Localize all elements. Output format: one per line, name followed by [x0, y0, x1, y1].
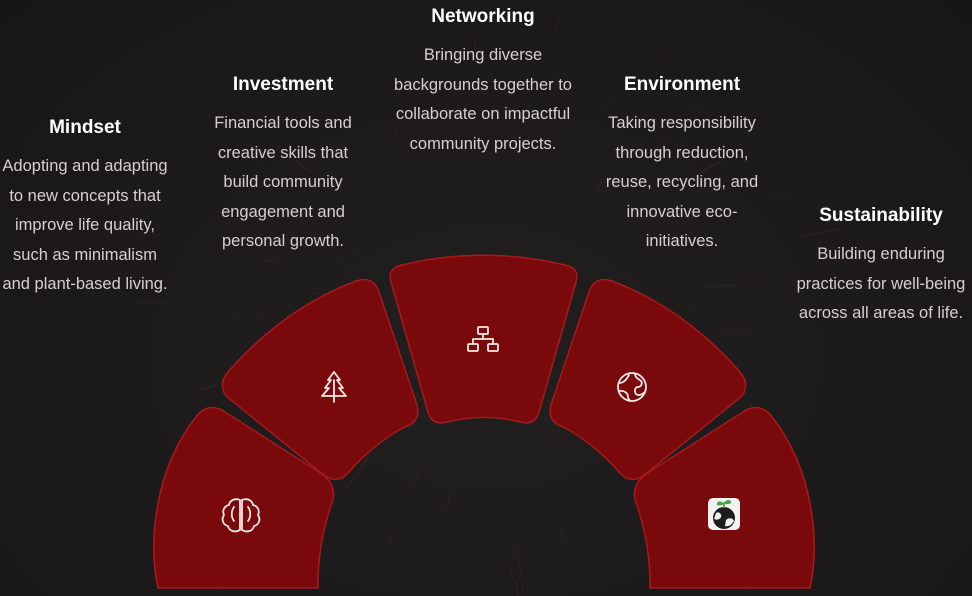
background-ray: [765, 193, 787, 202]
background-ray: [650, 45, 668, 68]
background-ray: [750, 282, 766, 285]
globe-icon: [617, 372, 647, 402]
background-ray: [413, 461, 424, 486]
background-ray: [596, 181, 604, 190]
background-ray: [510, 566, 513, 582]
background-ray: [516, 581, 519, 596]
background-ray: [652, 139, 666, 152]
item-description: Financial tools and creative skills that…: [214, 114, 352, 251]
background-ray: [478, 132, 480, 152]
background-ray: [255, 317, 266, 320]
item-description: Bringing diverse backgrounds together to…: [394, 46, 572, 153]
item-description: Taking responsibility through reduction,…: [605, 114, 759, 251]
background-ray: [229, 314, 244, 316]
background-ray: [160, 412, 176, 420]
background-ray: [705, 284, 743, 288]
background-ray: [635, 161, 650, 174]
background-ray: [293, 159, 312, 173]
segment-mindset: [153, 406, 335, 589]
segment-sustainability: [633, 406, 815, 589]
item-mindset: Mindset Adopting and adapting to new con…: [2, 116, 168, 300]
background-ray: [691, 104, 702, 113]
background-ray: [474, 38, 477, 65]
background-ray: [335, 260, 359, 268]
background-ray: [387, 537, 393, 549]
background-ray: [544, 416, 563, 452]
background-ray: [684, 308, 713, 311]
background-ray: [357, 146, 372, 164]
item-description: Building enduring practices for well-bei…: [796, 245, 966, 323]
item-investment: Investment Financial tools and creative …: [200, 73, 366, 257]
background-ray: [511, 538, 515, 559]
item-title: Environment: [623, 74, 741, 95]
item-title: Investment: [232, 74, 334, 95]
background-ray: [669, 239, 693, 248]
background-ray: [197, 384, 217, 392]
background-ray: [237, 149, 260, 164]
background-ray: [678, 140, 690, 150]
item-title: Sustainability: [819, 205, 943, 226]
segment-environment: [549, 278, 747, 481]
background-ray: [392, 126, 401, 140]
earth-sprout-icon: [708, 498, 740, 530]
item-title: Mindset: [49, 117, 121, 138]
item-description: Adopting and adapting to new concepts th…: [2, 157, 168, 294]
background-ray: [645, 144, 665, 162]
background-ray: [601, 93, 615, 115]
item-sustainability: Sustainability Building enduring practic…: [792, 204, 970, 329]
background-ray: [722, 330, 757, 337]
background-ray: [518, 556, 524, 593]
tree-icon: [321, 371, 347, 403]
background-ray: [243, 209, 257, 216]
item-networking: Networking Bringing diverse backgrounds …: [393, 5, 573, 159]
brain-icon: [221, 498, 261, 533]
background-ray: [554, 15, 560, 34]
background-ray: [344, 457, 370, 490]
network-icon: [467, 326, 499, 352]
background-ray: [446, 492, 451, 510]
background-ray: [349, 250, 369, 259]
item-title: Networking: [431, 6, 535, 27]
background-ray: [558, 524, 566, 544]
background-ray: [692, 156, 727, 179]
background-ray: [500, 22, 502, 37]
background-ray: [420, 584, 424, 596]
background-ray: [680, 183, 714, 201]
background-ray: [263, 259, 277, 264]
item-environment: Environment Taking responsibility throug…: [594, 73, 770, 257]
background-ray: [803, 228, 839, 237]
background-ray: [362, 451, 372, 465]
segment-investment: [221, 278, 419, 481]
